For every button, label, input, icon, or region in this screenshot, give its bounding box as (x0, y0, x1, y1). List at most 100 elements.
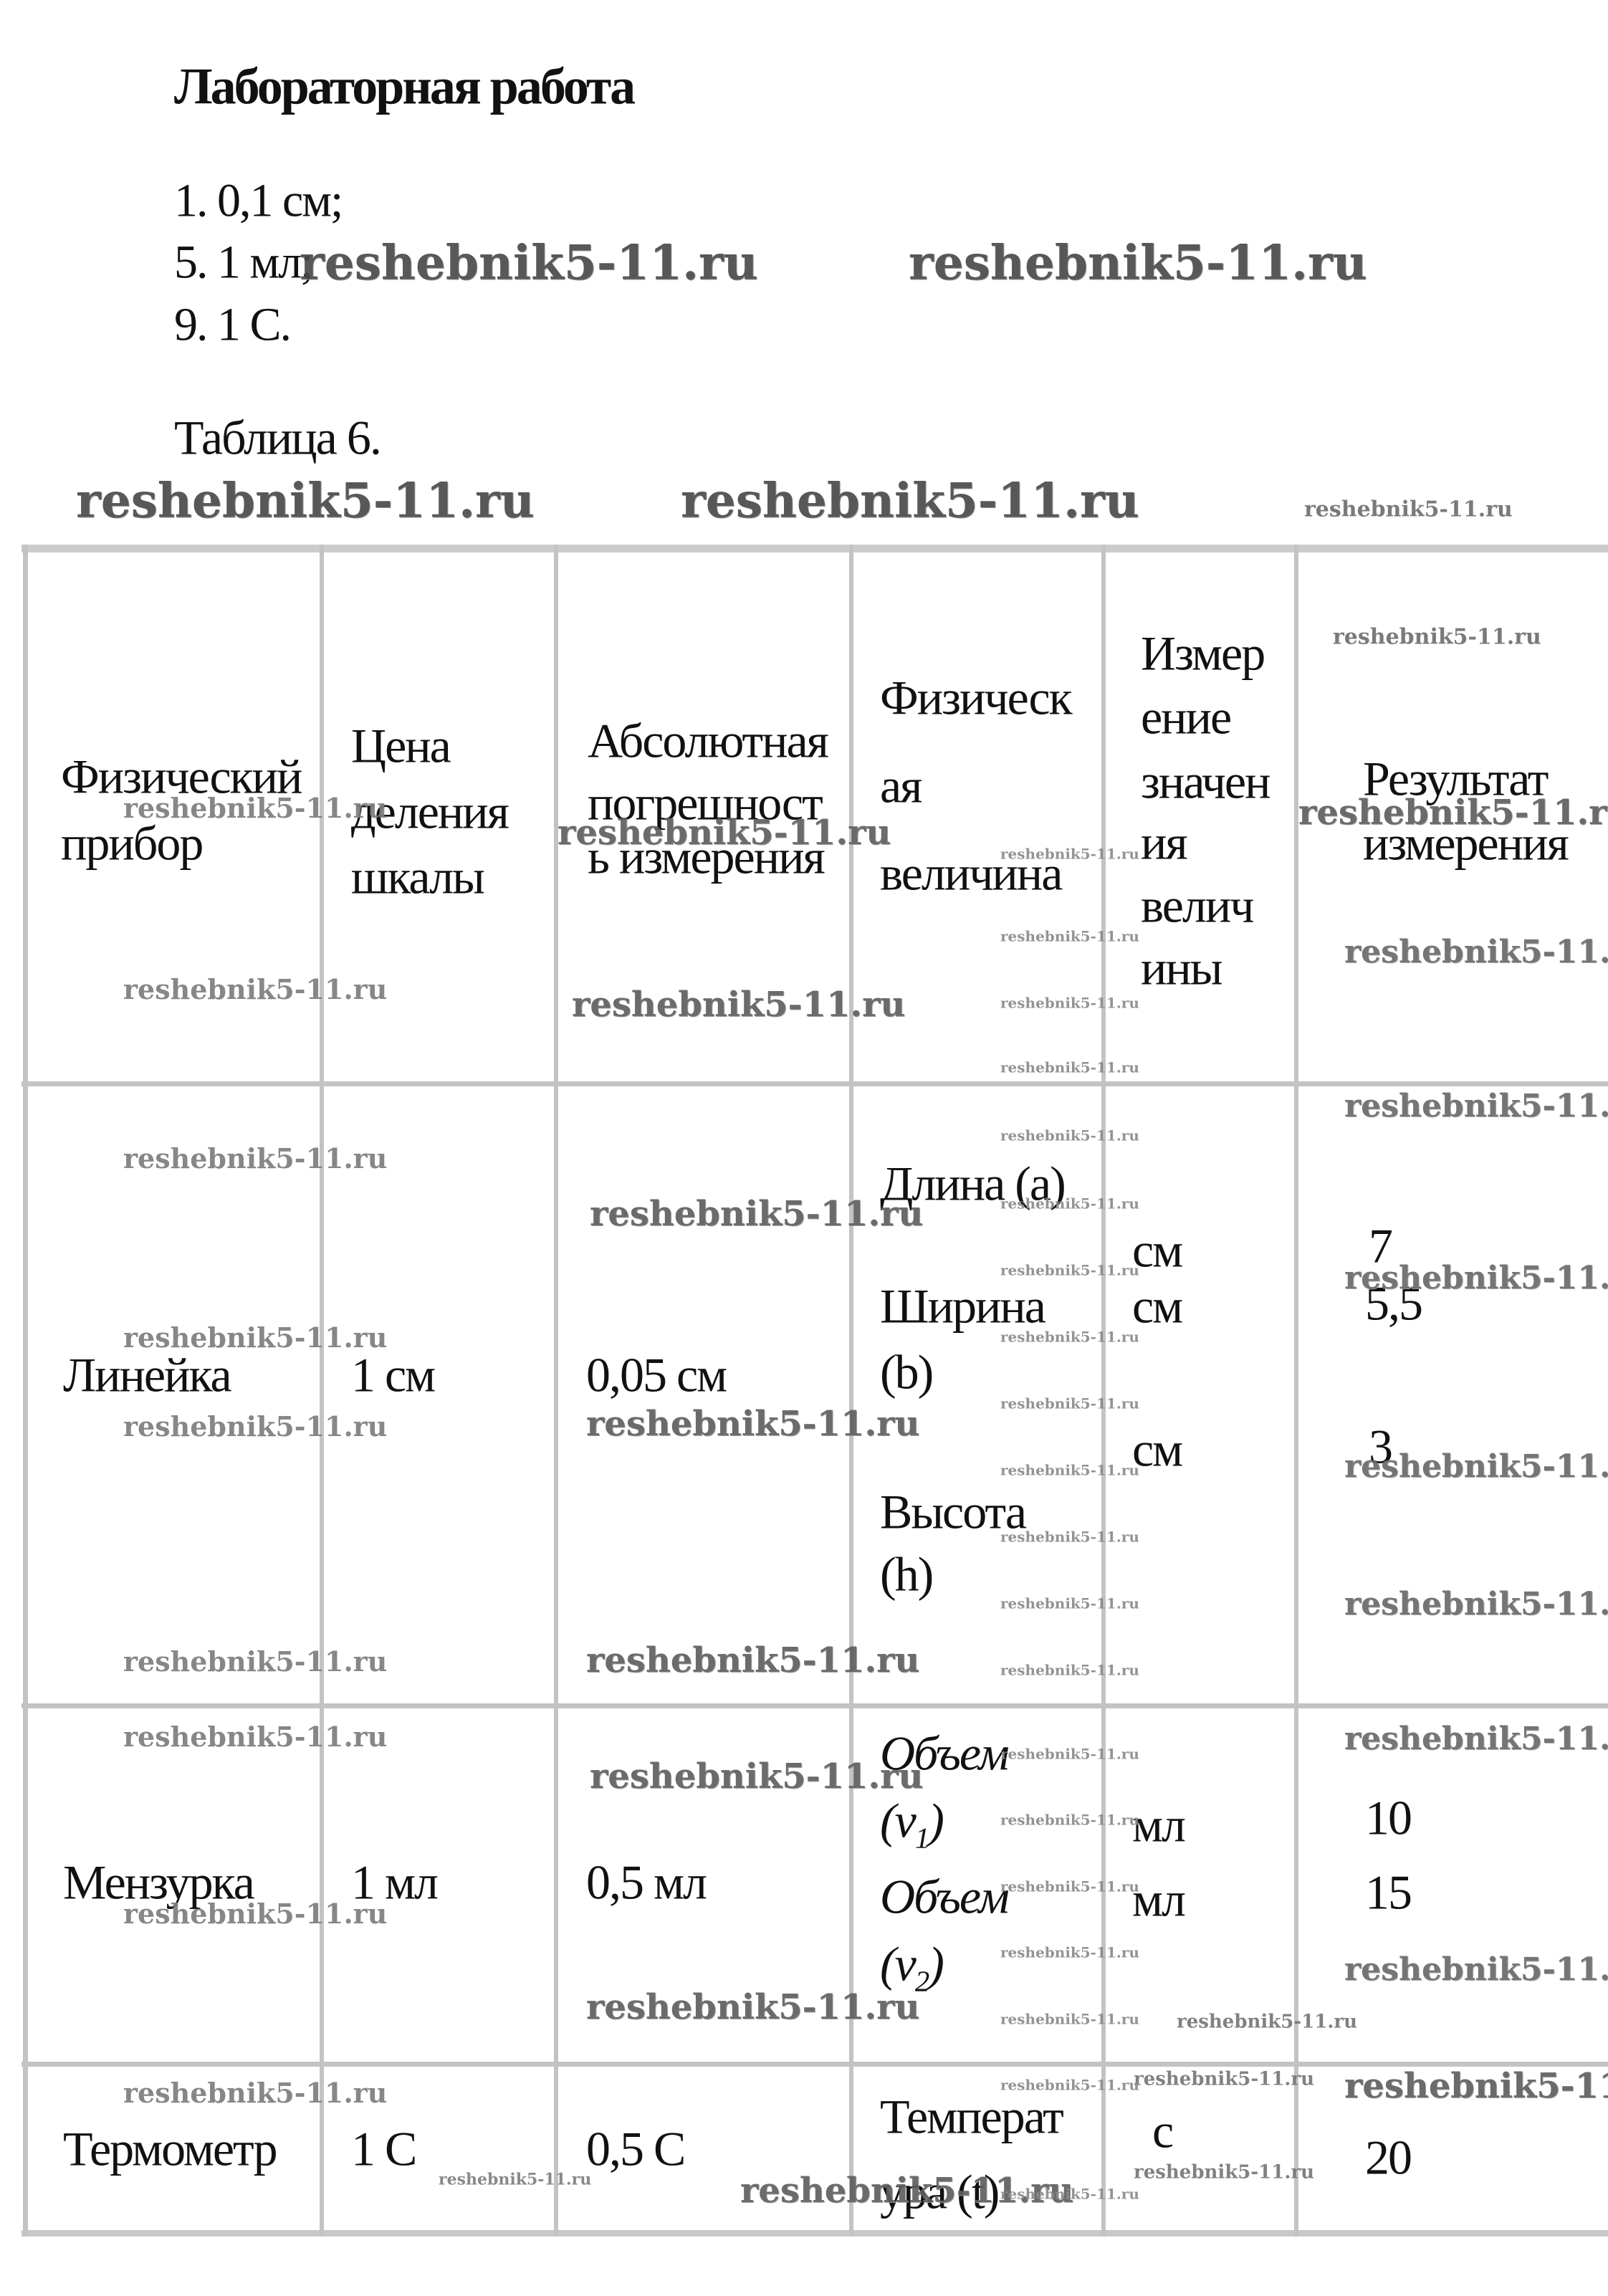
watermark: reshebnik5-11.ru (1000, 927, 1139, 945)
cell-result: 15 (1365, 1865, 1412, 1920)
watermark: reshebnik5-11.ru (1000, 1058, 1139, 1076)
watermark: reshebnik5-11.ru (123, 1410, 388, 1443)
header-quantity-line: ая (880, 758, 922, 813)
cell-device: Линейка (63, 1347, 232, 1402)
cell-result: 3 (1369, 1419, 1393, 1474)
watermark: reshebnik5-11.ru (1000, 1127, 1139, 1144)
cell-device: Термометр (63, 2121, 278, 2176)
watermark: reshebnik5-11.ru (123, 1645, 388, 1678)
cell-quantity-line: (b) (880, 1344, 934, 1400)
table-border-row1 (21, 1081, 1608, 1086)
header-result-line: Результат (1363, 751, 1549, 806)
watermark: reshebnik5-11.ru (1000, 1943, 1139, 1961)
watermark: reshebnik5-11.ru (300, 234, 758, 291)
header-error-line: ь измерения (588, 829, 825, 884)
table-border-col3 (849, 545, 853, 2237)
cell-unit: мл (1132, 1872, 1186, 1927)
watermark: reshebnik5-11.ru (557, 813, 891, 853)
watermark: reshebnik5-11.ru (681, 472, 1139, 529)
header-error-line: Абсолютная (588, 713, 829, 768)
watermark: reshebnik5-11.ru (123, 1321, 388, 1354)
watermark: reshebnik5-11.ru (1344, 2066, 1608, 2107)
watermark: reshebnik5-11.ru (590, 1194, 924, 1235)
watermark: reshebnik5-11.ru (1000, 1328, 1139, 1346)
cell-unit: с (1152, 2103, 1174, 2158)
watermark: reshebnik5-11.ru (123, 973, 388, 1006)
header-error-line: погрешност (588, 775, 823, 831)
quantity-symbol: ) (928, 1793, 944, 1848)
table-border-col1 (320, 545, 324, 2237)
cell-quantity-line: (v2) (880, 1940, 944, 1998)
header-unit-line: ение (1141, 689, 1232, 745)
header-division-line: деления (351, 784, 509, 839)
watermark: reshebnik5-11.ru (1344, 1721, 1608, 1758)
cell-quantity-line: Температ (880, 2089, 1064, 2144)
table-border-col5 (1294, 545, 1298, 2237)
watermark: reshebnik5-11.ru (439, 2170, 592, 2189)
watermark: reshebnik5-11.ru (1000, 1461, 1139, 1479)
watermark: reshebnik5-11.ru (1000, 1528, 1139, 1546)
cell-result: 20 (1365, 2130, 1412, 2185)
watermark: reshebnik5-11.ru (1344, 1088, 1608, 1125)
watermark: reshebnik5-11.ru (1134, 2068, 1315, 2090)
cell-error: 0,5 мл (586, 1855, 707, 1910)
watermark: reshebnik5-11.ru (572, 985, 906, 1025)
watermark: reshebnik5-11.ru (1000, 845, 1139, 863)
watermark: reshebnik5-11.ru (1344, 1586, 1608, 1623)
watermark: reshebnik5-11.ru (1304, 497, 1513, 522)
cell-unit: см (1132, 1278, 1183, 1334)
page-title: Лабораторная работа (174, 57, 636, 115)
cell-quantity-line: Объем (880, 1869, 1010, 1924)
table-border-left (23, 545, 28, 2237)
cell-quantity-line: (v1) (880, 1793, 944, 1853)
cell-result: 10 (1365, 1790, 1412, 1845)
cell-quantity-line: Высота (880, 1484, 1027, 1539)
watermark: reshebnik5-11.ru (1344, 1951, 1608, 1989)
header-division-line: шкалы (351, 849, 485, 904)
watermark: reshebnik5-11.ru (586, 1987, 920, 2028)
answer-item-5: 5. 1 мл; (174, 236, 314, 289)
quantity-subscript: 2 (914, 1965, 929, 1998)
watermark: reshebnik5-11.ru (1000, 1594, 1139, 1612)
cell-division: 1 мл (351, 1855, 439, 1910)
watermark: reshebnik5-11.ru (1333, 624, 1541, 650)
watermark: reshebnik5-11.ru (586, 1640, 920, 1681)
cell-division: 1 см (351, 1347, 436, 1402)
watermark: reshebnik5-11.ru (1000, 1395, 1139, 1412)
cell-error: 0,05 см (586, 1347, 727, 1402)
watermark: reshebnik5-11.ru (1344, 1260, 1608, 1297)
cell-unit: мл (1132, 1797, 1186, 1852)
cell-unit: см (1132, 1223, 1183, 1278)
cell-error: 0,5 С (586, 2121, 686, 2176)
watermark: reshebnik5-11.ru (1000, 2076, 1139, 2094)
watermark: reshebnik5-11.ru (123, 1142, 388, 1175)
cell-quantity-line: Объем (880, 1726, 1010, 1781)
watermark: reshebnik5-11.ru (76, 472, 535, 529)
watermark: reshebnik5-11.ru (123, 2077, 388, 2110)
watermark: reshebnik5-11.ru (1344, 934, 1608, 971)
watermark: reshebnik5-11.ru (1000, 1261, 1139, 1279)
cell-device: Мензурка (63, 1855, 255, 1910)
header-result-line: измерения (1363, 815, 1569, 871)
cell-quantity-line: Ширина (880, 1278, 1046, 1334)
header-unit-line: ины (1141, 940, 1222, 995)
quantity-symbol: (v (880, 1793, 917, 1848)
watermark: reshebnik5-11.ru (909, 234, 1367, 291)
cell-division: 1 С (351, 2121, 417, 2176)
watermark: reshebnik5-11.ru (1000, 1878, 1139, 1895)
watermark: reshebnik5-11.ru (1298, 793, 1608, 833)
cell-quantity-line: ура (t) (880, 2164, 1000, 2219)
watermark: reshebnik5-11.ru (1000, 1195, 1139, 1212)
table-border-bottom (21, 2230, 1608, 2237)
header-device-line: Физический (61, 749, 302, 804)
cell-quantity-line: (h) (880, 1546, 934, 1602)
watermark: reshebnik5-11.ru (1134, 2161, 1315, 2183)
answer-item-9: 9. 1 С. (174, 298, 292, 351)
watermark: reshebnik5-11.ru (740, 2171, 1074, 2211)
table-border-col4 (1101, 545, 1106, 2237)
watermark: reshebnik5-11.ru (1000, 2185, 1139, 2203)
cell-result: 7 (1369, 1218, 1393, 1273)
table-border-row3 (21, 2062, 1608, 2067)
header-quantity-line: Физическ (880, 670, 1073, 725)
